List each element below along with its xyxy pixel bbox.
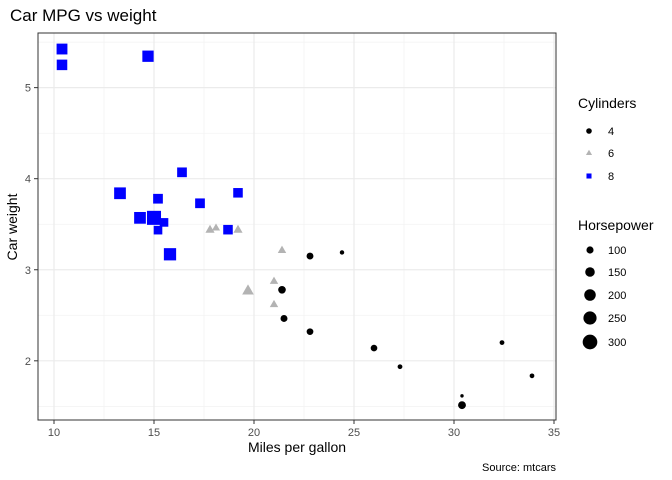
legend-key-circle bbox=[586, 128, 592, 134]
x-tick-label: 15 bbox=[148, 427, 160, 439]
horsepower-legend-label: 300 bbox=[608, 337, 626, 349]
x-tick-label: 20 bbox=[248, 427, 260, 439]
y-tick-label: 2 bbox=[25, 356, 31, 368]
y-tick-label: 4 bbox=[25, 174, 31, 186]
y-tick-label: 3 bbox=[25, 265, 31, 277]
cylinders-legend-label: 6 bbox=[608, 148, 614, 160]
data-point-square bbox=[56, 43, 68, 55]
chart-caption: Source: mtcars bbox=[482, 462, 556, 474]
data-point-triangle bbox=[269, 299, 279, 308]
x-tick-label: 25 bbox=[348, 427, 360, 439]
legend-key-size bbox=[582, 334, 598, 350]
data-point-square bbox=[163, 248, 177, 261]
data-point-square bbox=[146, 210, 162, 225]
plot-border bbox=[37, 32, 557, 421]
cylinders-legend: Cylinders 4 6 8 bbox=[578, 95, 636, 183]
horsepower-legend-label: 200 bbox=[608, 290, 626, 302]
data-point-circle bbox=[306, 328, 314, 336]
data-point-square bbox=[159, 218, 169, 227]
data-point-circle bbox=[499, 340, 505, 345]
data-point-triangle bbox=[233, 224, 243, 233]
y-axis-title: Car weight bbox=[4, 193, 20, 260]
cylinders-legend-label: 4 bbox=[608, 126, 614, 138]
grid-minor bbox=[38, 33, 556, 420]
data-point-triangle bbox=[242, 284, 254, 295]
x-tick-label: 35 bbox=[548, 427, 560, 439]
data-point-square bbox=[177, 167, 187, 178]
legend-key-triangle bbox=[585, 149, 593, 156]
data-point-square bbox=[153, 193, 163, 204]
data-point-triangle bbox=[211, 223, 221, 231]
x-axis: 10 15 20 25 30 35 bbox=[48, 420, 560, 439]
horsepower-legend-label: 150 bbox=[608, 267, 626, 279]
data-point-square bbox=[114, 187, 126, 200]
horsepower-legend-title: Horsepower bbox=[578, 217, 654, 233]
data-point-circle bbox=[458, 401, 466, 410]
y-tick-label: 5 bbox=[25, 83, 31, 95]
x-axis-title: Miles per gallon bbox=[248, 439, 346, 455]
data-point-circle bbox=[306, 252, 314, 260]
data-point-triangle bbox=[269, 276, 279, 284]
legend-key-size bbox=[586, 246, 594, 254]
data-point-circle bbox=[370, 344, 378, 352]
data-point-triangle bbox=[205, 224, 215, 233]
x-tick-label: 10 bbox=[48, 427, 60, 439]
horsepower-legend-label: 100 bbox=[608, 245, 626, 257]
grid-major bbox=[38, 33, 556, 420]
y-axis: 2 3 4 5 bbox=[25, 83, 38, 368]
data-point-circle bbox=[460, 394, 464, 398]
cylinders-legend-title: Cylinders bbox=[578, 95, 636, 111]
data-points bbox=[56, 43, 535, 410]
data-point-circle bbox=[339, 250, 345, 255]
legend-key-square bbox=[586, 173, 592, 179]
legend-key-size bbox=[583, 311, 597, 325]
data-point-square bbox=[142, 50, 154, 62]
data-point-triangle bbox=[277, 245, 287, 253]
data-point-circle bbox=[529, 373, 535, 379]
legend-key-size bbox=[585, 267, 595, 277]
data-point-square bbox=[153, 225, 163, 235]
data-point-square bbox=[134, 211, 146, 224]
plot-title: Car MPG vs weight bbox=[10, 6, 157, 25]
legend-key-size bbox=[584, 289, 596, 301]
data-point-circle bbox=[280, 314, 288, 322]
data-point-circle bbox=[278, 285, 286, 294]
data-point-square bbox=[223, 224, 233, 235]
data-point-square bbox=[233, 188, 243, 198]
cylinders-legend-label: 8 bbox=[608, 171, 614, 183]
data-point-square bbox=[56, 59, 68, 71]
data-point-circle bbox=[397, 364, 403, 370]
plot-panel bbox=[38, 33, 556, 420]
x-tick-label: 30 bbox=[448, 427, 460, 439]
data-point-square bbox=[195, 198, 205, 209]
plot-area bbox=[37, 32, 557, 421]
horsepower-legend: Horsepower 100 150 200 250 300 bbox=[578, 217, 654, 350]
horsepower-legend-label: 250 bbox=[608, 313, 626, 325]
